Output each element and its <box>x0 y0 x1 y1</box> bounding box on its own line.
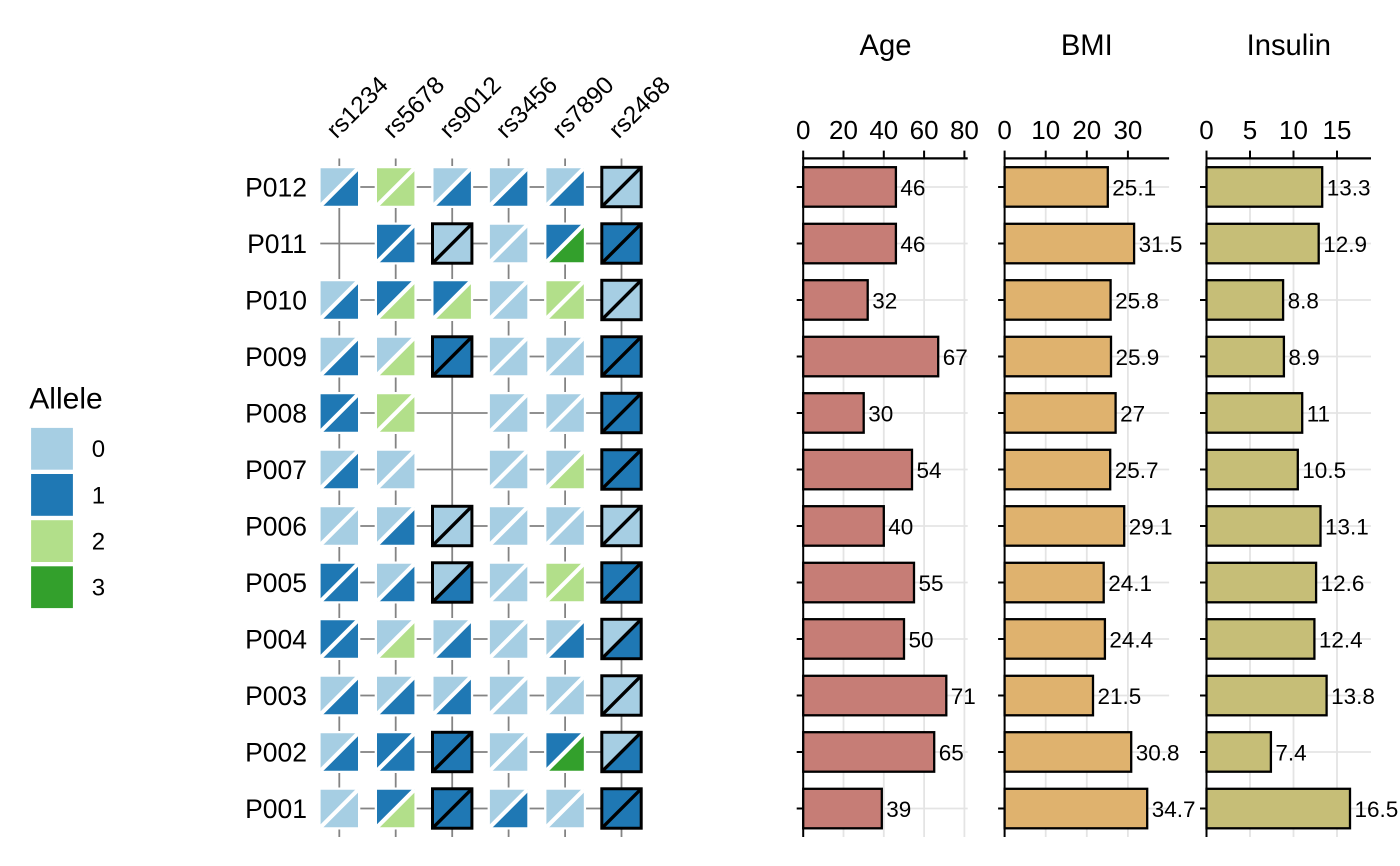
svg-text:12.6: 12.6 <box>1321 571 1365 596</box>
svg-text:30: 30 <box>1113 115 1142 145</box>
svg-text:25.9: 25.9 <box>1116 345 1160 370</box>
svg-text:60: 60 <box>910 115 939 145</box>
svg-text:8.8: 8.8 <box>1288 289 1319 314</box>
svg-text:12.9: 12.9 <box>1323 232 1367 257</box>
svg-text:P009: P009 <box>245 342 307 372</box>
svg-text:20: 20 <box>829 115 858 145</box>
svg-text:P008: P008 <box>245 398 307 428</box>
svg-text:55: 55 <box>919 571 944 596</box>
svg-text:21.5: 21.5 <box>1098 684 1142 709</box>
svg-text:25.1: 25.1 <box>1112 176 1156 201</box>
svg-text:P002: P002 <box>245 737 307 767</box>
svg-text:P010: P010 <box>245 285 307 315</box>
svg-text:12.4: 12.4 <box>1319 628 1363 653</box>
svg-text:25.7: 25.7 <box>1115 458 1159 483</box>
svg-text:BMI: BMI <box>1061 30 1113 62</box>
svg-text:10: 10 <box>1279 115 1308 145</box>
svg-text:39: 39 <box>886 797 911 822</box>
svg-text:13.8: 13.8 <box>1331 684 1375 709</box>
svg-text:40: 40 <box>888 515 913 540</box>
svg-text:46: 46 <box>900 232 925 257</box>
svg-text:30.8: 30.8 <box>1136 741 1180 766</box>
svg-text:13.3: 13.3 <box>1327 176 1371 201</box>
svg-text:0: 0 <box>997 115 1011 145</box>
svg-text:2: 2 <box>92 529 105 556</box>
svg-text:67: 67 <box>943 345 968 370</box>
svg-text:10.5: 10.5 <box>1302 458 1346 483</box>
svg-text:32: 32 <box>872 289 897 314</box>
svg-text:0: 0 <box>1199 115 1213 145</box>
svg-text:P004: P004 <box>245 624 307 654</box>
svg-text:50: 50 <box>909 628 934 653</box>
svg-text:1: 1 <box>92 482 105 509</box>
svg-text:15: 15 <box>1323 115 1352 145</box>
svg-text:7.4: 7.4 <box>1275 741 1306 766</box>
svg-text:P003: P003 <box>245 681 307 711</box>
svg-text:46: 46 <box>900 176 925 201</box>
svg-text:24.1: 24.1 <box>1108 571 1152 596</box>
svg-text:40: 40 <box>869 115 898 145</box>
svg-text:24.4: 24.4 <box>1109 628 1153 653</box>
svg-text:11: 11 <box>1307 402 1330 427</box>
svg-text:P001: P001 <box>245 794 307 824</box>
svg-text:16.5: 16.5 <box>1355 797 1399 822</box>
svg-text:71: 71 <box>951 684 976 709</box>
svg-text:0: 0 <box>796 115 810 145</box>
svg-text:80: 80 <box>950 115 979 145</box>
svg-text:25.8: 25.8 <box>1115 289 1159 314</box>
svg-text:27: 27 <box>1120 402 1145 427</box>
svg-text:5: 5 <box>1243 115 1257 145</box>
svg-text:P007: P007 <box>245 455 307 485</box>
svg-text:P011: P011 <box>247 229 307 259</box>
svg-text:65: 65 <box>939 741 964 766</box>
svg-text:13.1: 13.1 <box>1325 515 1369 540</box>
svg-text:Age: Age <box>860 30 912 62</box>
svg-text:0: 0 <box>92 436 105 463</box>
svg-text:30: 30 <box>868 402 893 427</box>
svg-text:54: 54 <box>917 458 942 483</box>
svg-text:34.7: 34.7 <box>1152 797 1196 822</box>
svg-text:Insulin: Insulin <box>1247 30 1331 62</box>
svg-text:20: 20 <box>1072 115 1101 145</box>
svg-text:P005: P005 <box>245 568 307 598</box>
svg-text:P006: P006 <box>245 511 307 541</box>
svg-text:31.5: 31.5 <box>1139 232 1183 257</box>
svg-text:29.1: 29.1 <box>1129 515 1173 540</box>
svg-text:Allele: Allele <box>29 383 102 416</box>
svg-text:8.9: 8.9 <box>1288 345 1319 370</box>
svg-text:3: 3 <box>92 575 105 602</box>
svg-text:P012: P012 <box>245 172 307 202</box>
svg-text:10: 10 <box>1031 115 1060 145</box>
